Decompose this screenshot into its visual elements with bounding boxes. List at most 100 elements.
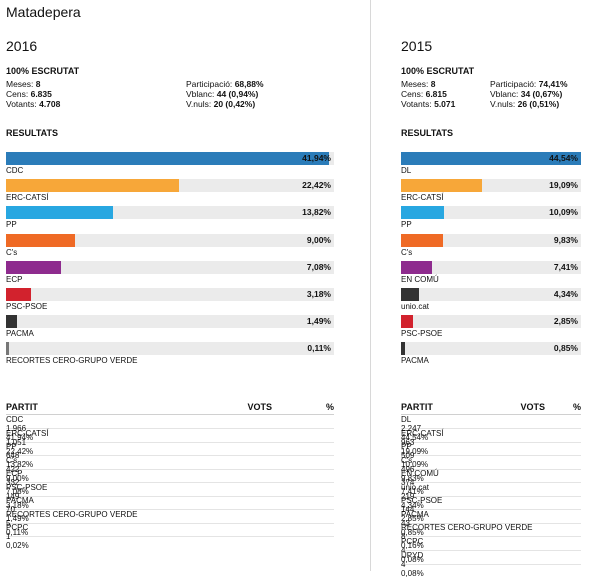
party-votes: 422 [6,464,20,474]
stat-value: 34 (0,67%) [520,89,563,99]
stat-value: 8 [430,79,436,89]
party-percent: 22,42% [6,446,34,456]
stat-value: 26 (0,51%) [517,99,560,109]
table-row: C's 422 9,00% [6,456,334,483]
escrutat-heading: 100% ESCRUTAT [401,66,475,76]
result-bar-label: ERC-CATSÍ [6,193,49,203]
party-percent: 0,08% [401,568,424,578]
party-votes: 509 [401,451,415,461]
resultats-heading: RESULTATS [6,128,58,138]
party-votes: 8 [401,532,406,542]
party-name: PP [401,442,412,452]
result-bar-percent: 13,82% [302,207,331,218]
party-votes: 332 [6,478,20,488]
result-bar-fill [401,206,444,220]
table-row: ECP 332 7,08% [6,469,334,496]
stat-value: 68,88% [234,79,264,89]
result-bar-fill [6,260,61,274]
stat-vnuls: V.nuls: 26 (0,51%) [490,99,559,109]
party-name: DL [401,415,412,424]
stat-cens: Cens: 6.835 [6,89,52,99]
result-bar-fill [6,179,179,193]
stat-participacio: Participació: 74,41% [490,79,568,89]
resultats-heading: RESULTATS [401,128,453,138]
result-bar: 7,41% [401,260,581,274]
party-percent: 13,82% [6,460,34,470]
result-bar-label: PP [401,220,412,230]
party-name: PP [6,442,17,452]
stat-vblanc: Vblanc: 44 (0,94%) [186,89,258,99]
party-votes: 1.051 [6,437,27,447]
results-2016-column: 2016 100% ESCRUTAT Meses: 8 Cens: 6.835 Vota… [6,0,336,571]
party-name: unio.cat [401,482,430,492]
stat-vblanc: Vblanc: 34 (0,67%) [490,89,562,99]
result-bar-fill [6,152,330,165]
party-percent: 41,94% [6,433,34,442]
result-bar-percent: 2,85% [553,316,578,327]
stat-meses: Meses: 8 [6,79,41,89]
party-percent: 4,34% [401,500,424,510]
result-bar: 9,00% [6,233,334,247]
party-name: PSC-PSOE [6,482,48,492]
party-percent: 0,16% [401,541,424,551]
result-bar-label: PSC-PSOE [401,329,443,339]
result-bar-percent: 9,83% [553,234,578,245]
result-bar-label: ECP [6,274,23,284]
stat-label: Meses: [6,79,34,89]
result-bar: 9,83% [401,233,581,247]
result-bar-label: DL [401,166,412,175]
party-percent: 1,49% [6,514,29,524]
result-bar-percent: 41,94% [302,153,331,163]
party-votes: 219 [401,491,415,501]
party-percent: 3,18% [6,500,29,510]
party-name: PSC-PSOE [401,496,443,506]
table-row: PCPC 4 0,08% [401,536,581,564]
result-bar-percent: 1,49% [306,316,331,327]
stat-label: V.nuls: [186,99,212,109]
party-percent: 19,09% [401,446,429,456]
result-bar-label: ERC-CATSÍ [401,193,444,203]
stat-label: Vblanc: [490,89,519,99]
table-row: RECORTES CERO-GRUPO VERDE 5 0,11% [6,510,334,537]
party-name: PCPC [401,536,424,546]
table-row: ERC-CATSÍ 963 19,09% [401,429,581,456]
table-row: PP 648 13,82% [6,442,334,469]
result-bar-percent: 7,41% [553,261,578,272]
party-percent: 10,09% [401,460,429,470]
result-bar-label: C's [401,247,413,257]
party-name: UPYD [401,550,424,560]
stat-value: 44 (0,94%) [216,89,259,99]
result-bar: 13,82% [6,206,334,220]
result-bar-fill [6,233,76,247]
result-bar-fill [401,288,420,301]
result-bar-fill [6,315,18,329]
result-bar-percent: 4,34% [553,289,578,299]
party-percent: 7,41% [401,487,424,497]
result-bar-label: PACMA [6,329,34,339]
table-row: PSC-PSOE 149 3,18% [6,482,334,510]
stat-label: Vblanc: [186,89,215,99]
party-votes: 5 [6,518,11,528]
stat-value: 5.071 [434,99,456,109]
party-votes: 1 [6,532,11,542]
result-bar: 19,09% [401,179,581,193]
table-row: DL 2.247 44,54% [401,415,581,442]
stat-label: Votants: [401,99,432,109]
stat-votants: Votants: 4.708 [6,99,60,109]
stat-value: 8 [35,79,41,89]
party-percent: 2,85% [401,514,424,524]
stat-label: Cens: [6,89,29,99]
table-row: PCPC 1 0,02% [6,523,334,550]
result-bar-percent: 7,08% [306,261,331,272]
result-bar: 22,42% [6,179,334,193]
result-bar: 1,49% [6,315,334,329]
votes-table-header: PARTIT VOTS% [6,402,334,415]
stat-label: Meses: [401,79,429,89]
stat-votants: Votants: 5.071 [401,99,455,109]
party-votes: 963 [401,437,415,447]
party-name: PCPC [6,523,29,533]
table-row: EN COMÚ 374 7,41% [401,469,581,496]
result-bar-percent: 44,54% [549,153,578,163]
stat-value: 4.708 [39,99,61,109]
column-header-partit: PARTIT [401,402,433,412]
